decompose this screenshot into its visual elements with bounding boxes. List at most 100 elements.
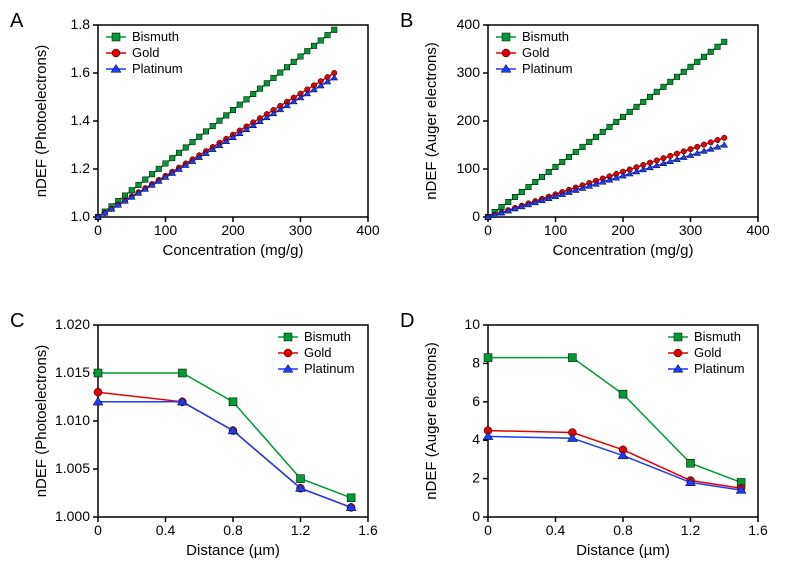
svg-text:400: 400 <box>746 222 770 238</box>
marker-bismuth <box>325 32 331 38</box>
svg-text:4: 4 <box>472 431 480 447</box>
marker-bismuth <box>251 91 257 97</box>
marker-bismuth <box>264 81 270 87</box>
marker-bismuth <box>178 369 186 377</box>
marker-bismuth <box>297 475 305 483</box>
svg-text:1.8: 1.8 <box>71 16 91 32</box>
svg-text:1.2: 1.2 <box>291 522 311 538</box>
marker-bismuth <box>237 102 243 108</box>
marker-bismuth <box>170 155 176 161</box>
marker-bismuth <box>533 179 539 185</box>
svg-text:200: 200 <box>611 222 635 238</box>
y-axis-title: nDEF (Auger electrons) <box>423 42 440 200</box>
marker-gold <box>674 151 680 157</box>
chart-c: 00.40.81.21.61.0001.0051.0101.0151.020Di… <box>30 315 380 565</box>
marker-bismuth <box>484 354 492 362</box>
marker-bismuth <box>149 171 155 177</box>
marker-bismuth <box>318 38 324 44</box>
svg-text:1.0: 1.0 <box>71 208 91 224</box>
marker-bismuth <box>600 129 606 135</box>
panel-b: 01002003004000100200300400Concentration … <box>420 15 770 265</box>
svg-text:8: 8 <box>472 354 480 370</box>
marker-bismuth <box>661 84 667 90</box>
svg-text:0: 0 <box>472 208 480 224</box>
marker-gold <box>688 146 694 152</box>
marker-bismuth <box>183 145 189 151</box>
marker-bismuth <box>701 54 707 60</box>
marker-platinum <box>324 79 331 84</box>
svg-text:0.4: 0.4 <box>156 522 176 538</box>
marker-bismuth <box>197 134 203 140</box>
marker-bismuth <box>284 64 290 70</box>
svg-text:300: 300 <box>289 222 313 238</box>
legend: BismuthGoldPlatinum <box>668 329 745 376</box>
marker-bismuth <box>587 139 593 145</box>
x-axis-title: Concentration (mg/g) <box>163 242 304 259</box>
svg-text:200: 200 <box>221 222 245 238</box>
svg-text:1.000: 1.000 <box>55 508 90 524</box>
marker-bismuth <box>499 204 505 210</box>
legend-label-bismuth: Bismuth <box>304 329 351 344</box>
marker-bismuth <box>311 43 317 49</box>
marker-gold <box>708 140 714 146</box>
marker-bismuth <box>506 199 512 205</box>
svg-text:100: 100 <box>154 222 178 238</box>
svg-text:1.005: 1.005 <box>55 460 90 476</box>
y-axis-title: nDEF (Auger electrons) <box>423 342 440 500</box>
legend-label-bismuth: Bismuth <box>132 29 179 44</box>
marker-gold <box>695 144 701 150</box>
marker-bismuth <box>332 27 338 33</box>
marker-bismuth <box>526 184 532 190</box>
marker-bismuth <box>224 113 230 119</box>
svg-text:0: 0 <box>94 222 102 238</box>
marker-bismuth <box>614 119 620 125</box>
marker-bismuth <box>654 89 660 95</box>
marker-bismuth <box>688 64 694 70</box>
svg-text:0: 0 <box>484 522 492 538</box>
marker-bismuth <box>278 70 284 76</box>
svg-text:100: 100 <box>544 222 568 238</box>
marker-gold <box>681 149 687 155</box>
legend-label-platinum: Platinum <box>694 361 745 376</box>
marker-bismuth <box>217 118 223 124</box>
chart-b: 01002003004000100200300400Concentration … <box>420 15 770 265</box>
marker-bismuth <box>553 164 559 170</box>
marker-bismuth <box>546 169 552 175</box>
marker-bismuth <box>156 166 162 172</box>
marker-bismuth <box>641 99 647 105</box>
panel-c-label: C <box>10 310 24 333</box>
y-axis-title: nDEF (Photoelectrons) <box>33 45 50 198</box>
svg-text:1.6: 1.6 <box>748 522 768 538</box>
marker-bismuth <box>347 494 355 502</box>
x-axis-title: Concentration (mg/g) <box>553 242 694 259</box>
svg-text:0: 0 <box>94 522 102 538</box>
legend-label-gold: Gold <box>694 345 721 360</box>
svg-text:6: 6 <box>472 393 480 409</box>
series-bismuth <box>488 358 741 483</box>
x-axis-title: Distance (µm) <box>186 542 280 559</box>
legend-label-bismuth: Bismuth <box>694 329 741 344</box>
marker-bismuth <box>203 129 209 135</box>
panel-c: 00.40.81.21.61.0001.0051.0101.0151.020Di… <box>30 315 380 565</box>
svg-text:300: 300 <box>457 64 481 80</box>
marker-bismuth <box>687 459 695 467</box>
marker-bismuth <box>620 114 626 120</box>
svg-text:1.2: 1.2 <box>681 522 701 538</box>
legend-label-platinum: Platinum <box>522 61 573 76</box>
series-gold <box>98 392 351 507</box>
svg-text:2: 2 <box>472 470 480 486</box>
marker-bismuth <box>122 193 128 199</box>
marker-bismuth <box>519 189 525 195</box>
marker-bismuth <box>674 74 680 80</box>
svg-text:0.8: 0.8 <box>613 522 633 538</box>
svg-text:400: 400 <box>457 16 481 32</box>
marker-bismuth <box>229 398 237 406</box>
marker-bismuth <box>593 134 599 140</box>
svg-text:0.8: 0.8 <box>223 522 243 538</box>
svg-text:10: 10 <box>464 316 480 332</box>
marker-bismuth <box>715 44 721 50</box>
legend: BismuthGoldPlatinum <box>106 29 183 76</box>
marker-bismuth <box>668 79 674 85</box>
marker-bismuth <box>708 49 714 55</box>
marker-bismuth <box>627 109 633 115</box>
